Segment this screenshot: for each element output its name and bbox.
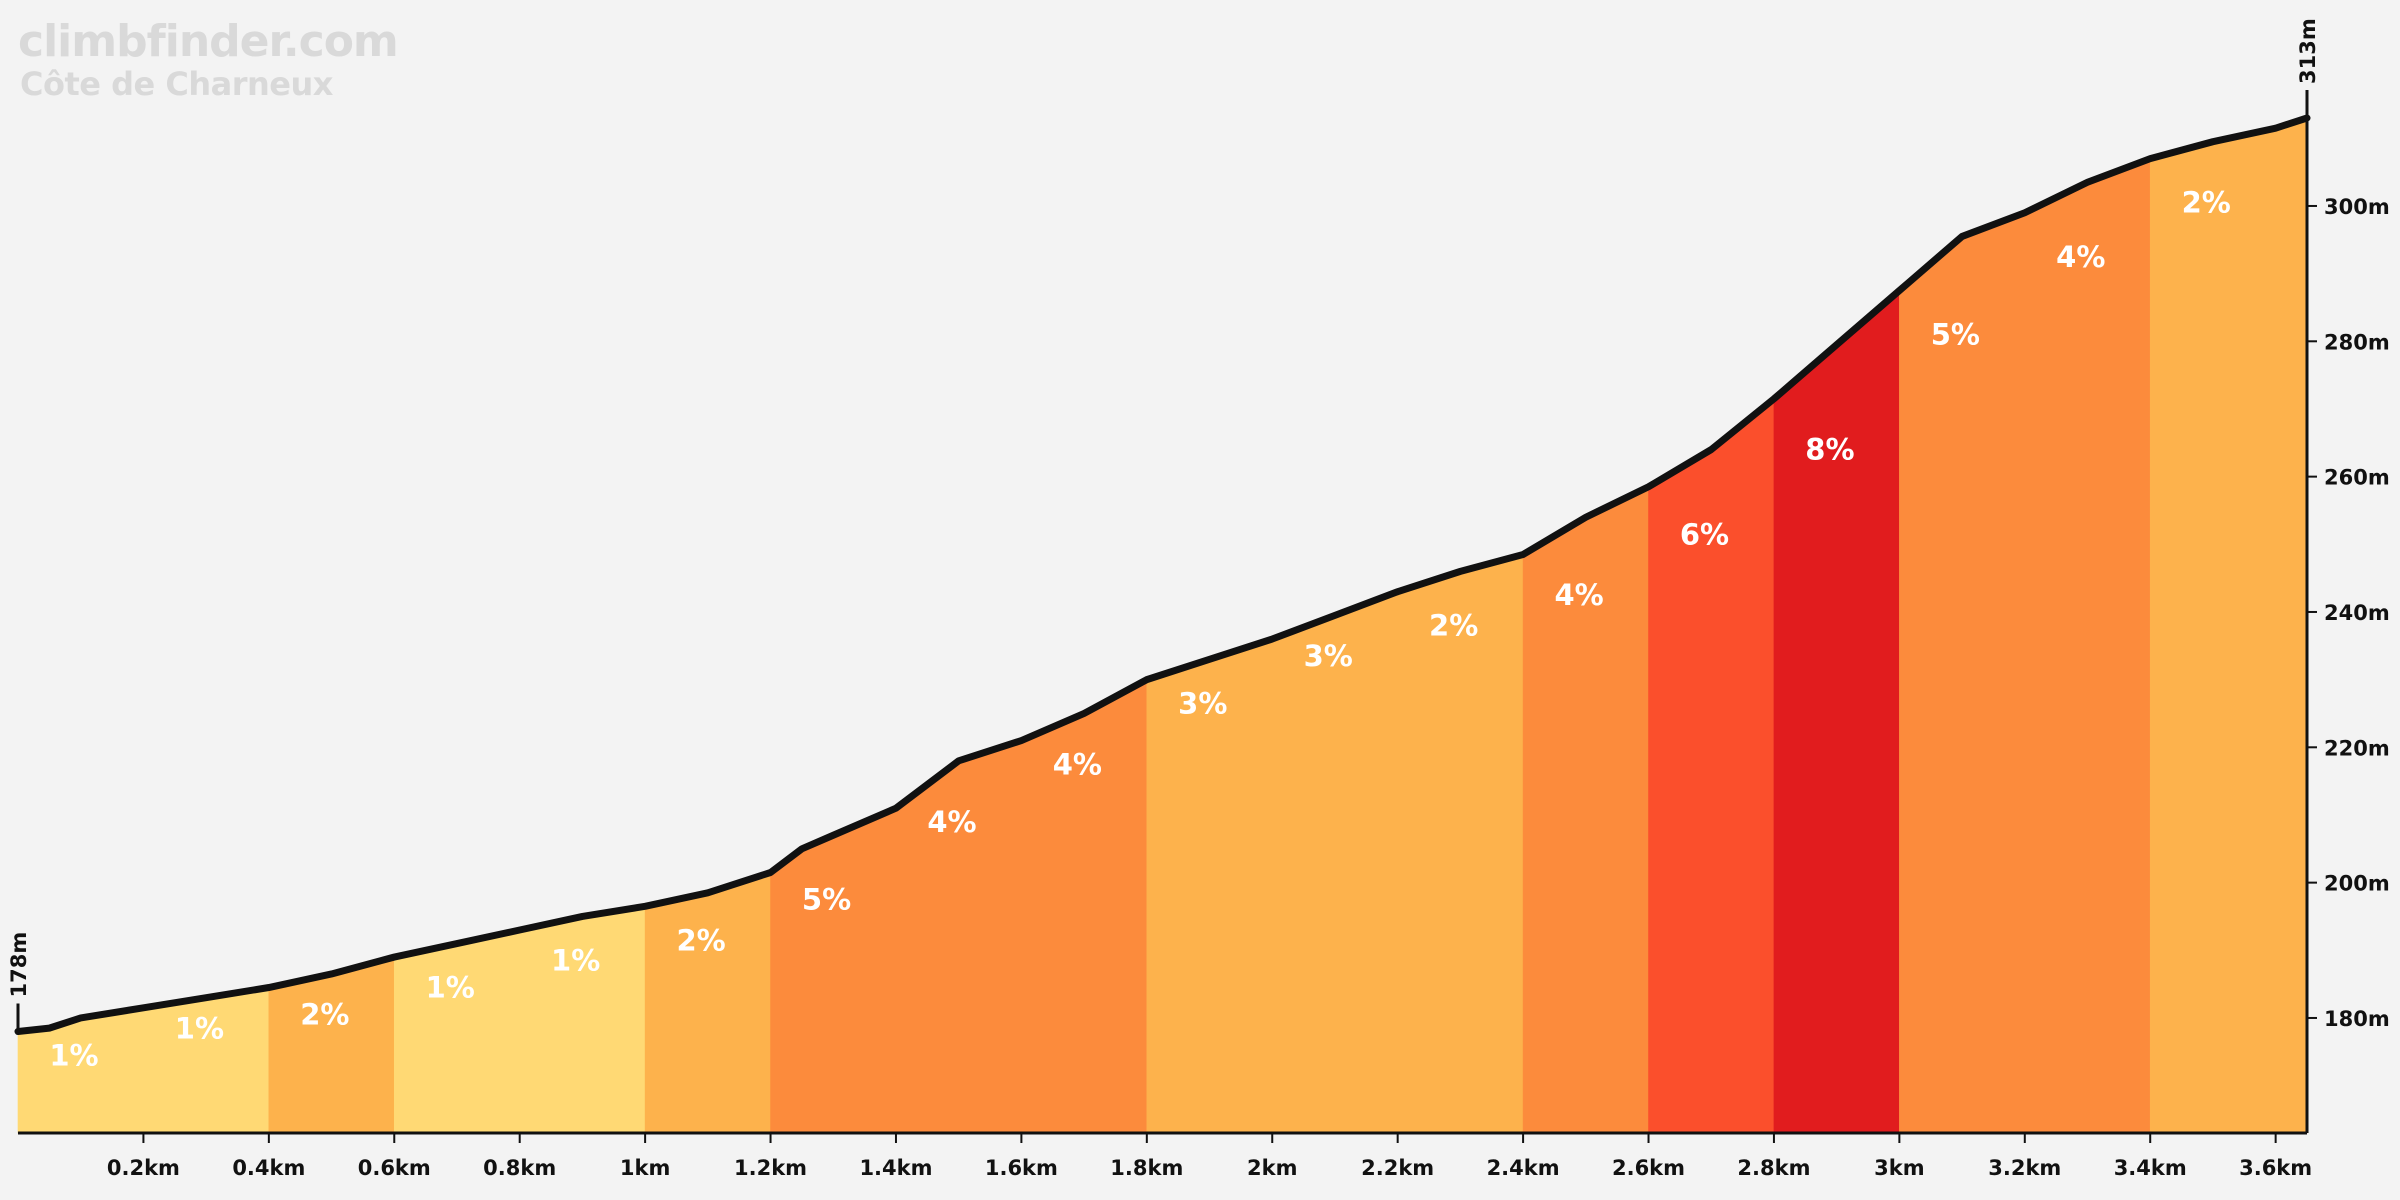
grade-label-6: 5% bbox=[802, 883, 851, 917]
y-tick-label: 180m bbox=[2324, 1007, 2390, 1031]
grade-label-16: 4% bbox=[2056, 240, 2105, 274]
x-tick-label: 3km bbox=[1874, 1156, 1924, 1180]
grade-segment-7 bbox=[1648, 398, 1775, 1134]
grade-labels: 1% 1% 2% 1% 1% 2% 5% 4% 4% 3% 3% 2% 4% 6% 8% 5% 4% 2% bbox=[49, 186, 2230, 1073]
grade-label-9: 3% bbox=[1178, 686, 1227, 720]
x-tick-label: 2km bbox=[1247, 1156, 1297, 1180]
grade-label-5: 2% bbox=[676, 923, 725, 957]
x-tick-label: 3.4km bbox=[2114, 1156, 2187, 1180]
y-tick-label: 280m bbox=[2324, 330, 2390, 354]
grade-segment-8 bbox=[1773, 289, 1900, 1134]
y-tick-label: 200m bbox=[2324, 872, 2390, 896]
grade-segment-10 bbox=[2149, 117, 2308, 1134]
climb-name: Côte de Charneux bbox=[20, 65, 333, 103]
x-tick-label: 2.6km bbox=[1612, 1156, 1685, 1180]
x-tick-label: 3.6km bbox=[2239, 1156, 2312, 1180]
x-tick-label: 0.6km bbox=[358, 1156, 431, 1180]
grade-label-7: 4% bbox=[927, 805, 976, 839]
y-tick-label: 260m bbox=[2324, 466, 2390, 490]
axes: 0.2km 0.4km 0.6km 0.8km 1km 1.2km 1.4km 1.6km 1.… bbox=[7, 18, 2390, 1180]
x-tick-label: 3.2km bbox=[1988, 1156, 2061, 1180]
grade-label-13: 6% bbox=[1680, 517, 1729, 551]
grade-label-12: 4% bbox=[1554, 578, 1603, 612]
x-tick-label: 1km bbox=[620, 1156, 670, 1180]
x-tick-label: 1.4km bbox=[859, 1156, 932, 1180]
grade-label-8: 4% bbox=[1053, 747, 1102, 781]
elevation-profile-line bbox=[14, 114, 2311, 1035]
x-tick-label: 0.8km bbox=[483, 1156, 556, 1180]
y-tick-label: 240m bbox=[2324, 601, 2390, 625]
x-tick-label: 2.4km bbox=[1487, 1156, 1560, 1180]
grade-label-17: 2% bbox=[2182, 186, 2231, 220]
grade-label-4: 1% bbox=[551, 944, 600, 978]
grade-label-11: 2% bbox=[1429, 609, 1478, 643]
grade-label-3: 1% bbox=[426, 971, 475, 1005]
grade-label-10: 3% bbox=[1304, 639, 1353, 673]
grade-segment-9 bbox=[1899, 158, 2151, 1134]
grade-label-1: 1% bbox=[175, 1011, 224, 1045]
x-tick-label: 1.6km bbox=[985, 1156, 1058, 1180]
y-tick-label: 220m bbox=[2324, 736, 2390, 760]
x-tick-label: 2.2km bbox=[1361, 1156, 1434, 1180]
x-tick-label: 1.8km bbox=[1110, 1156, 1183, 1180]
grade-label-0: 1% bbox=[49, 1038, 98, 1072]
start-elevation-label: 178m bbox=[7, 932, 31, 998]
x-tick-label: 2.8km bbox=[1737, 1156, 1810, 1180]
y-tick-label: 300m bbox=[2324, 195, 2390, 219]
grade-label-2: 2% bbox=[300, 998, 349, 1032]
x-tick-label: 0.4km bbox=[232, 1156, 305, 1180]
grade-label-14: 8% bbox=[1805, 433, 1854, 467]
x-tick-label: 0.2km bbox=[107, 1156, 180, 1180]
end-elevation-label: 313m bbox=[2296, 18, 2320, 84]
brand-logo-text: climbfinder.com bbox=[18, 16, 399, 67]
grade-segments bbox=[17, 117, 2308, 1134]
grade-label-15: 5% bbox=[1931, 318, 1980, 352]
grade-segment-3 bbox=[644, 872, 771, 1134]
x-tick-label: 1.2km bbox=[734, 1156, 807, 1180]
profile-line-group bbox=[14, 114, 2311, 1035]
grade-segment-2 bbox=[393, 905, 646, 1134]
